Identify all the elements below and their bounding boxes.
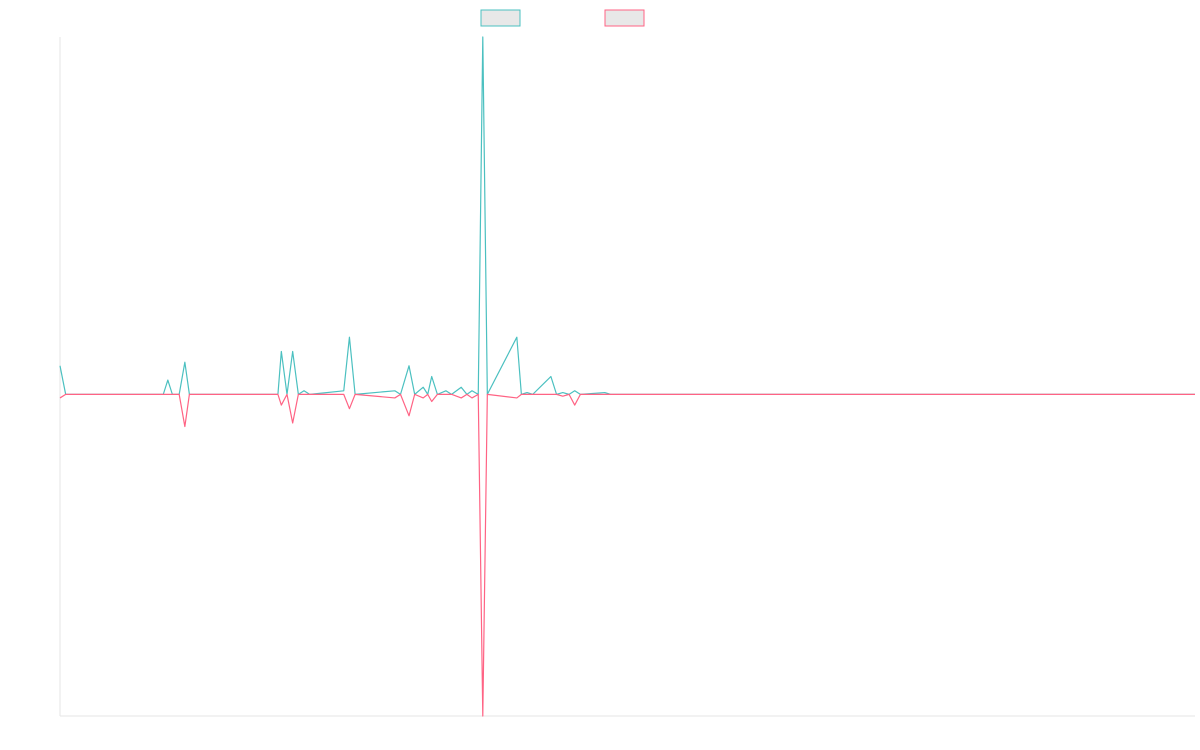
series-line	[59, 393, 1195, 717]
legend-swatch[interactable]	[480, 9, 521, 27]
series-line	[59, 36, 1195, 395]
legend-swatch[interactable]	[604, 9, 645, 27]
